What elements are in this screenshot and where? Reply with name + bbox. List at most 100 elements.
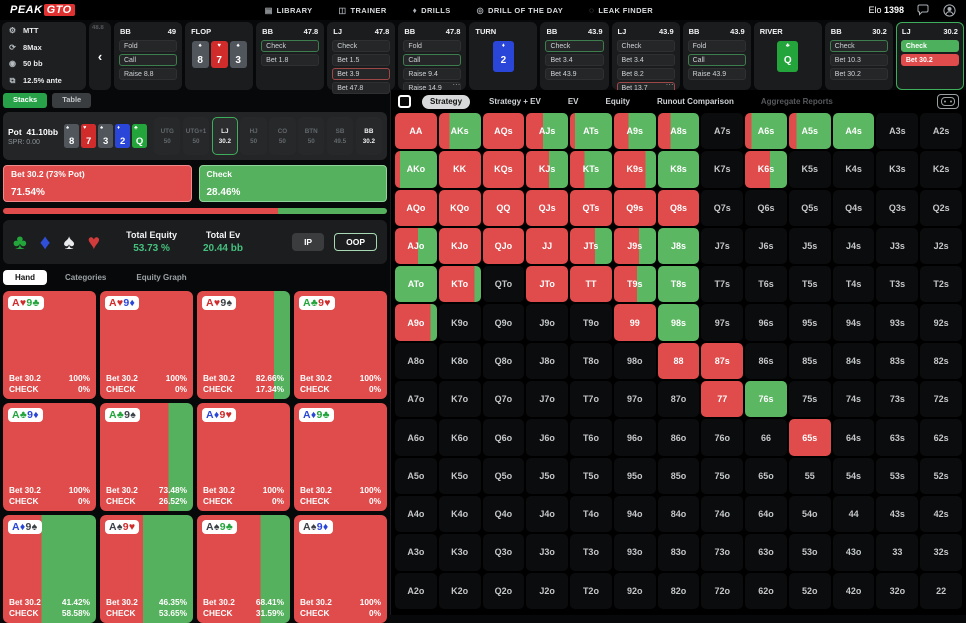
- matrix-cell-52o[interactable]: 52o: [789, 573, 831, 609]
- matrix-cell-32o[interactable]: 32o: [876, 573, 918, 609]
- matrix-cell-Q4o[interactable]: Q4o: [483, 496, 525, 532]
- matrix-cell-Q6o[interactable]: Q6o: [483, 419, 525, 455]
- matrix-cell-97o[interactable]: 97o: [614, 381, 656, 417]
- history-action-option[interactable]: Check: [830, 40, 888, 52]
- trainer-launch-icon[interactable]: [937, 94, 959, 109]
- matrix-cell-65o[interactable]: 65o: [745, 458, 787, 494]
- matrix-cell-J3s[interactable]: J3s: [876, 228, 918, 264]
- matrix-cell-A8s[interactable]: A8s: [658, 113, 700, 149]
- peakgto-logo[interactable]: PEAK GTO: [10, 4, 75, 16]
- matrix-cell-J6o[interactable]: J6o: [526, 419, 568, 455]
- matrix-cell-K6s[interactable]: K6s: [745, 151, 787, 187]
- matrix-cell-94o[interactable]: 94o: [614, 496, 656, 532]
- matrix-cell-96s[interactable]: 96s: [745, 304, 787, 340]
- history-action-option[interactable]: Bet 1.5: [332, 54, 390, 66]
- matrix-cell-KJo[interactable]: KJo: [439, 228, 481, 264]
- matrix-cell-K5s[interactable]: K5s: [789, 151, 831, 187]
- matrix-cell-98s[interactable]: 98s: [658, 304, 700, 340]
- matrix-cell-K2o[interactable]: K2o: [439, 573, 481, 609]
- matrix-cell-Q9s[interactable]: Q9s: [614, 190, 656, 226]
- matrix-cell-72s[interactable]: 72s: [920, 381, 962, 417]
- matrix-cell-ATo[interactable]: ATo: [395, 266, 437, 302]
- matrix-cell-AA[interactable]: AA: [395, 113, 437, 149]
- matrix-cell-J4s[interactable]: J4s: [833, 228, 875, 264]
- matrix-cell-TT[interactable]: TT: [570, 266, 612, 302]
- nav-item-drill-of-the-day[interactable]: ◎DRILL OF THE DAY: [477, 6, 564, 15]
- matrix-cell-A7o[interactable]: A7o: [395, 381, 437, 417]
- check-action-button[interactable]: Check 28.46%: [199, 165, 388, 202]
- matrix-cell-53s[interactable]: 53s: [876, 458, 918, 494]
- matrix-cell-87s[interactable]: 87s: [701, 343, 743, 379]
- matrix-cell-A7s[interactable]: A7s: [701, 113, 743, 149]
- matrix-cell-84o[interactable]: 84o: [658, 496, 700, 532]
- matrix-cell-96o[interactable]: 96o: [614, 419, 656, 455]
- matrix-cell-74o[interactable]: 74o: [701, 496, 743, 532]
- matrix-cell-42o[interactable]: 42o: [833, 573, 875, 609]
- matrix-cell-J3o[interactable]: J3o: [526, 534, 568, 570]
- matrix-cell-A2o[interactable]: A2o: [395, 573, 437, 609]
- matrix-tab-runout-comparison[interactable]: Runout Comparison: [649, 95, 742, 109]
- matrix-cell-64o[interactable]: 64o: [745, 496, 787, 532]
- matrix-cell-76o[interactable]: 76o: [701, 419, 743, 455]
- matrix-cell-T3s[interactable]: T3s: [876, 266, 918, 302]
- matrix-cell-A5o[interactable]: A5o: [395, 458, 437, 494]
- matrix-cell-92o[interactable]: 92o: [614, 573, 656, 609]
- matrix-cell-T3o[interactable]: T3o: [570, 534, 612, 570]
- matrix-cell-Q7s[interactable]: Q7s: [701, 190, 743, 226]
- matrix-cell-J7s[interactable]: J7s: [701, 228, 743, 264]
- history-action-option[interactable]: Check: [617, 40, 675, 52]
- matrix-cell-KJs[interactable]: KJs: [526, 151, 568, 187]
- matrix-cell-33[interactable]: 33: [876, 534, 918, 570]
- matrix-cell-J8o[interactable]: J8o: [526, 343, 568, 379]
- history-action-option[interactable]: Bet 10.3: [830, 54, 888, 66]
- matrix-cell-A6o[interactable]: A6o: [395, 419, 437, 455]
- matrix-cell-Q2s[interactable]: Q2s: [920, 190, 962, 226]
- matrix-cell-53o[interactable]: 53o: [789, 534, 831, 570]
- matrix-cell-K2s[interactable]: K2s: [920, 151, 962, 187]
- matrix-cell-95s[interactable]: 95s: [789, 304, 831, 340]
- matrix-cell-A2s[interactable]: A2s: [920, 113, 962, 149]
- matrix-cell-T7o[interactable]: T7o: [570, 381, 612, 417]
- matrix-cell-T2o[interactable]: T2o: [570, 573, 612, 609]
- matrix-cell-T5o[interactable]: T5o: [570, 458, 612, 494]
- matrix-cell-T4o[interactable]: T4o: [570, 496, 612, 532]
- matrix-cell-T6s[interactable]: T6s: [745, 266, 787, 302]
- history-action-option[interactable]: Call: [403, 54, 461, 66]
- matrix-cell-88[interactable]: 88: [658, 343, 700, 379]
- history-action-option[interactable]: Check: [332, 40, 390, 52]
- matrix-cell-75s[interactable]: 75s: [789, 381, 831, 417]
- history-action-option[interactable]: Fold: [119, 40, 177, 52]
- matrix-cell-86o[interactable]: 86o: [658, 419, 700, 455]
- matrix-cell-Q5s[interactable]: Q5s: [789, 190, 831, 226]
- matrix-cell-83s[interactable]: 83s: [876, 343, 918, 379]
- matrix-cell-AQs[interactable]: AQs: [483, 113, 525, 149]
- matrix-cell-J2s[interactable]: J2s: [920, 228, 962, 264]
- matrix-cell-AKs[interactable]: AKs: [439, 113, 481, 149]
- matrix-cell-QJs[interactable]: QJs: [526, 190, 568, 226]
- history-action-option[interactable]: Raise 43.9: [688, 68, 746, 80]
- history-action-option[interactable]: Raise 8.8: [119, 68, 177, 80]
- matrix-cell-T2s[interactable]: T2s: [920, 266, 962, 302]
- matrix-cell-A3s[interactable]: A3s: [876, 113, 918, 149]
- history-action-option[interactable]: Fold: [403, 40, 461, 52]
- matrix-cell-Q3o[interactable]: Q3o: [483, 534, 525, 570]
- club-suit-icon[interactable]: ♣: [13, 232, 27, 253]
- matrix-cell-T9s[interactable]: T9s: [614, 266, 656, 302]
- matrix-cell-K4o[interactable]: K4o: [439, 496, 481, 532]
- matrix-cell-97s[interactable]: 97s: [701, 304, 743, 340]
- matrix-cell-AQo[interactable]: AQo: [395, 190, 437, 226]
- matrix-cell-85o[interactable]: 85o: [658, 458, 700, 494]
- matrix-cell-Q6s[interactable]: Q6s: [745, 190, 787, 226]
- matrix-cell-54o[interactable]: 54o: [789, 496, 831, 532]
- matrix-cell-Q8o[interactable]: Q8o: [483, 343, 525, 379]
- matrix-cell-87o[interactable]: 87o: [658, 381, 700, 417]
- matrix-cell-62o[interactable]: 62o: [745, 573, 787, 609]
- matrix-cell-J5s[interactable]: J5s: [789, 228, 831, 264]
- matrix-cell-93s[interactable]: 93s: [876, 304, 918, 340]
- matrix-cell-J2o[interactable]: J2o: [526, 573, 568, 609]
